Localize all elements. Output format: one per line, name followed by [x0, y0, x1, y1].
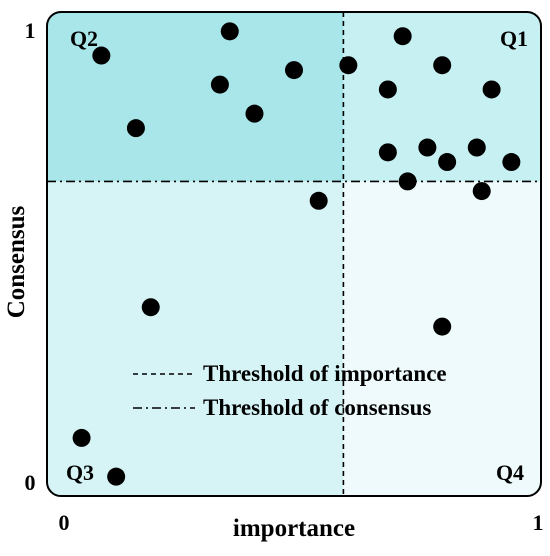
- x-tick-left: 0: [59, 510, 70, 535]
- threshold-lines: [47, 12, 541, 496]
- quadrant-q4-area: [343, 181, 541, 496]
- quadrant-backgrounds: [47, 12, 541, 496]
- legend-entry-label: Threshold of importance: [203, 361, 447, 386]
- data-point: [398, 172, 417, 191]
- quadrant-label-q3: Q3: [66, 460, 94, 485]
- data-point: [285, 61, 303, 80]
- data-point: [393, 27, 412, 46]
- legend: Threshold of importance Threshold of cons…: [133, 361, 447, 420]
- data-point: [220, 22, 239, 41]
- data-point: [245, 104, 264, 123]
- data-point: [482, 80, 501, 99]
- data-point: [92, 46, 111, 65]
- data-point: [378, 80, 397, 99]
- data-point: [438, 153, 457, 172]
- x-tick-right: 1: [533, 510, 544, 535]
- legend-entry-label: Threshold of consensus: [203, 395, 431, 420]
- data-point: [210, 75, 229, 94]
- data-point: [502, 153, 521, 172]
- data-point: [472, 182, 491, 201]
- y-tick-bottom: 0: [25, 470, 36, 495]
- data-point: [72, 428, 91, 447]
- data-point: [378, 143, 397, 162]
- data-points: [72, 22, 521, 486]
- plot-frame: [46, 11, 542, 497]
- data-point: [467, 138, 486, 157]
- quadrant-label-q4: Q4: [496, 460, 524, 485]
- quadrant-labels: Q1 Q2 Q3 Q4: [66, 26, 528, 485]
- data-point: [433, 317, 452, 336]
- quadrant-label-q2: Q2: [70, 26, 98, 51]
- data-point: [433, 56, 452, 75]
- data-point: [339, 56, 358, 75]
- x-axis-label: importance: [233, 515, 355, 542]
- data-point: [141, 298, 160, 317]
- y-axis-label: Consensus: [3, 205, 30, 318]
- data-point: [418, 138, 437, 157]
- quadrant-q1-area: [343, 12, 541, 182]
- data-point: [126, 119, 145, 138]
- data-point: [309, 191, 328, 210]
- quadrant-q2-area: [47, 12, 344, 182]
- quadrant-label-q1: Q1: [500, 26, 528, 51]
- quadrant-q3-area: [47, 181, 344, 496]
- y-tick-top: 1: [25, 18, 36, 43]
- data-point: [107, 467, 126, 486]
